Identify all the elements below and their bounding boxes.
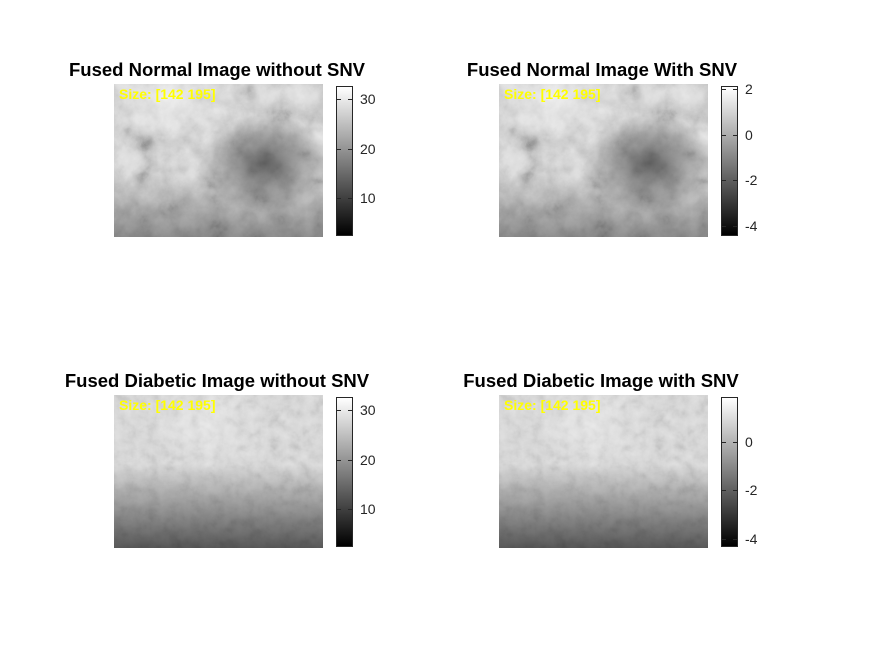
colorbar-tick (348, 99, 352, 101)
colorbar-tick (722, 225, 726, 227)
colorbar-tick (733, 180, 737, 182)
colorbar-tick-label: 20 (360, 451, 376, 468)
colorbar (336, 397, 353, 547)
colorbar-tick (733, 225, 737, 227)
colorbar-tick (337, 410, 341, 412)
colorbar-tick-label: -2 (745, 482, 758, 499)
colorbar-tick-label: -2 (745, 172, 758, 189)
heatmap-svg (114, 395, 323, 548)
colorbar-tick-label: 30 (360, 91, 376, 108)
colorbar (721, 397, 738, 547)
colorbar-tick (348, 148, 352, 150)
colorbar-tick-label: 20 (360, 140, 376, 157)
heatmap-svg (499, 395, 708, 548)
size-annotation: Size: [142 195] (119, 86, 216, 102)
heatmap-image: Size: [142 195] (499, 395, 708, 548)
colorbar-tick (722, 89, 726, 91)
heatmap-image: Size: [142 195] (114, 395, 323, 548)
colorbar-tick (722, 134, 726, 136)
heatmap-image: Size: [142 195] (499, 84, 708, 237)
heatmap-svg (499, 84, 708, 237)
colorbar-tick (348, 509, 352, 510)
colorbar-tick (722, 180, 726, 182)
colorbar (336, 86, 353, 236)
heatmap-svg (114, 84, 323, 237)
colorbar-tick (733, 441, 737, 443)
colorbar-tick-label: 0 (745, 433, 753, 450)
colorbar-tick (348, 198, 352, 199)
colorbar-tick (722, 490, 726, 492)
colorbar-tick-label: 10 (360, 190, 376, 206)
heatmap-image: Size: [142 195] (114, 84, 323, 237)
colorbar-tick (733, 89, 737, 91)
size-annotation: Size: [142 195] (119, 397, 216, 413)
colorbar-tick (348, 459, 352, 461)
colorbar-tick-label: 2 (745, 81, 753, 98)
colorbar-tick (337, 148, 341, 150)
panel-title: Fused Normal Image With SNV (466, 59, 738, 80)
panel-title: Fused Diabetic Image without SNV (64, 370, 370, 391)
colorbar-tick-label: -4 (745, 530, 758, 547)
colorbar-tick-label: -4 (745, 217, 758, 234)
colorbar-tick (337, 509, 341, 510)
colorbar-tick (348, 410, 352, 412)
size-annotation: Size: [142 195] (504, 397, 601, 413)
colorbar-tick-label: 0 (745, 126, 753, 143)
colorbar-tick (337, 99, 341, 101)
colorbar-tick (722, 441, 726, 443)
colorbar-tick-label: 10 (360, 501, 376, 517)
colorbar-tick (733, 134, 737, 136)
colorbar-tick (733, 538, 737, 540)
colorbar-tick (722, 538, 726, 540)
colorbar-tick (733, 490, 737, 492)
panel-title: Fused Diabetic Image with SNV (463, 370, 739, 391)
panel-title: Fused Normal Image without SNV (68, 59, 366, 80)
colorbar-tick-label: 30 (360, 402, 376, 419)
colorbar (721, 86, 738, 236)
size-annotation: Size: [142 195] (504, 86, 601, 102)
colorbar-tick (337, 459, 341, 461)
colorbar-tick (337, 198, 341, 199)
